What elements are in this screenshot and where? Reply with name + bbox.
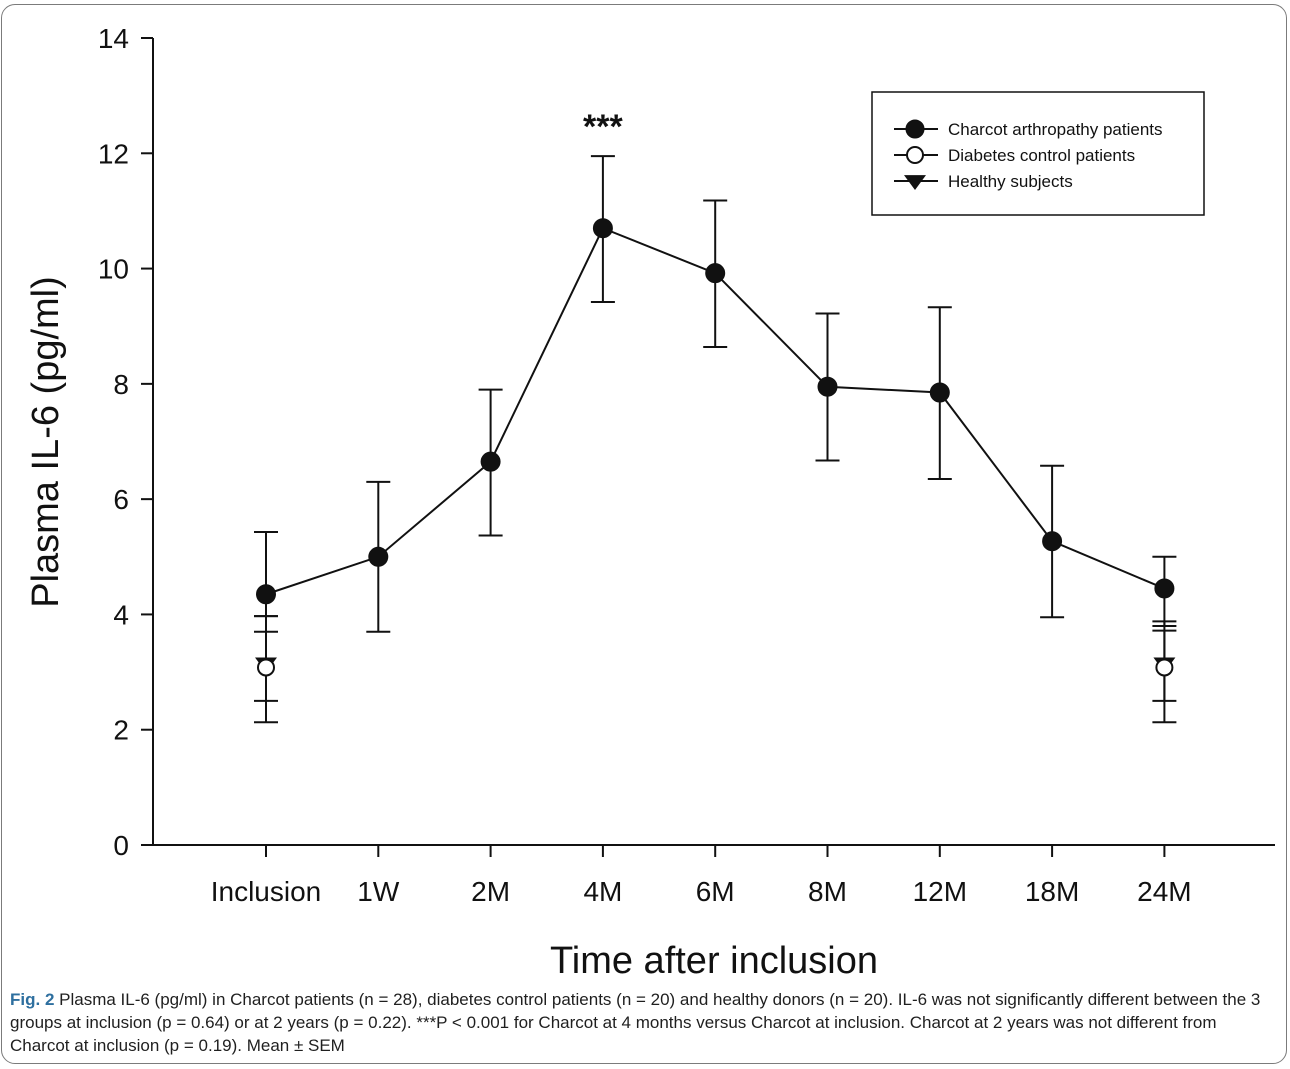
figure-caption: Fig. 2 Plasma IL-6 (pg/ml) in Charcot pa… — [10, 988, 1274, 1057]
x-tick-label: 1W — [357, 876, 400, 907]
y-tick-label: 8 — [113, 369, 129, 400]
y-tick-label: 0 — [113, 830, 129, 861]
legend-marker-open-circle — [906, 146, 924, 164]
caption-text: Plasma IL-6 (pg/ml) in Charcot patients … — [10, 990, 1261, 1055]
charcot-point — [368, 546, 389, 567]
legend-label: Diabetes control patients — [948, 146, 1135, 165]
y-tick-label: 12 — [98, 138, 129, 169]
charcot-point — [480, 451, 501, 472]
legend-marker-filled-circle — [905, 119, 925, 139]
legend-label: Healthy subjects — [948, 172, 1073, 191]
x-tick-label: Inclusion — [211, 876, 322, 907]
diabetes-control-point — [257, 658, 275, 677]
legend-label: Charcot arthropathy patients — [948, 120, 1163, 139]
diabetes-control-point — [1155, 658, 1174, 677]
x-tick-label: 6M — [696, 876, 735, 907]
y-tick-label: 4 — [113, 599, 129, 630]
y-tick-label: 10 — [98, 254, 129, 285]
charcot-point — [817, 376, 838, 397]
x-tick-label: 8M — [808, 876, 847, 907]
charcot-point — [929, 382, 950, 403]
x-tick-label: 4M — [583, 876, 622, 907]
x-axis-title: Time after inclusion — [550, 940, 878, 982]
y-axis-title: Plasma IL-6 (pg/ml) — [25, 276, 67, 608]
figure-label: Fig. 2 — [10, 990, 55, 1009]
y-tick-label: 6 — [113, 484, 129, 515]
y-tick-label: 2 — [113, 715, 129, 746]
charcot-point — [592, 218, 613, 239]
charcot-point — [256, 584, 276, 605]
x-tick-label: 2M — [471, 876, 510, 907]
y-tick-label: 14 — [98, 23, 129, 54]
charcot-point — [1154, 578, 1175, 599]
legend-box — [871, 91, 1205, 216]
x-tick-label: 24M — [1137, 876, 1191, 907]
chart-legend: Charcot arthropathy patients Diabetes con… — [871, 91, 1205, 216]
legend-marker-triangle — [904, 175, 926, 190]
x-tick-label: 18M — [1025, 876, 1079, 907]
charcot-point — [705, 263, 726, 284]
significance-annotation: *** — [583, 108, 623, 146]
x-tick-label: 12M — [913, 876, 967, 907]
charcot-point — [1042, 531, 1063, 552]
